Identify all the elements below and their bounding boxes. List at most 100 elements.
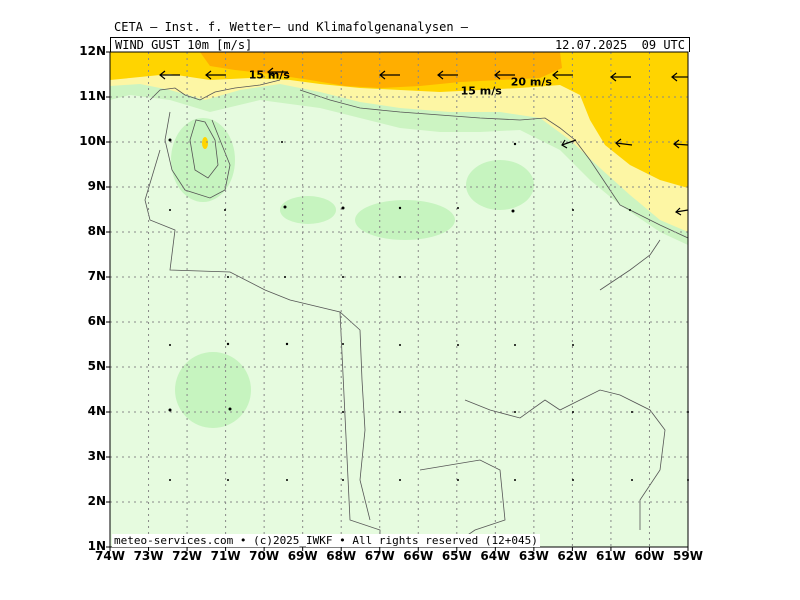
field-band-yellow <box>110 52 688 188</box>
wind-dot <box>342 276 344 278</box>
wind-dot <box>168 138 172 142</box>
y-tick-label: 8N <box>87 224 106 238</box>
contour-label: 15 m/s <box>461 84 503 97</box>
wind-dot <box>399 344 401 346</box>
x-tick-label: 67W <box>364 549 395 563</box>
wind-dot <box>457 207 459 209</box>
x-tick-label: 73W <box>133 549 164 563</box>
y-tick-label: 5N <box>87 359 106 373</box>
x-tick-label: 64W <box>480 549 511 563</box>
wind-dot <box>572 344 574 346</box>
wind-dot <box>342 411 344 413</box>
country-border <box>144 111 666 547</box>
wind-dot <box>572 411 574 413</box>
y-tick-label: 2N <box>87 494 106 508</box>
wind-arrow <box>673 139 689 149</box>
wind-arrow <box>561 139 577 149</box>
wind-dot <box>514 411 516 413</box>
wind-dot <box>687 411 689 413</box>
wind-arrow <box>159 70 180 80</box>
wind-dot <box>168 408 172 412</box>
header-title: CETA — Inst. f. Wetter— und Klimafolgena… <box>114 20 469 34</box>
wind-arrow <box>615 138 633 148</box>
wind-dot <box>572 209 574 211</box>
wind-dot <box>511 209 515 213</box>
wind-dots <box>168 138 689 481</box>
map-frame <box>109 51 689 548</box>
wind-dot <box>572 479 574 481</box>
y-tick-label: 6N <box>87 314 106 328</box>
x-tick-label: 65W <box>441 549 472 563</box>
contour-label: 20 m/s <box>511 75 553 88</box>
wind-arrow <box>379 70 400 80</box>
x-tick-label: 70W <box>249 549 280 563</box>
x-tick-label: 69W <box>287 549 318 563</box>
wind-dot <box>228 407 232 411</box>
y-tick-label: 10N <box>79 134 106 148</box>
wind-dot <box>629 209 631 211</box>
x-tick-label: 59W <box>673 549 703 563</box>
wind-dot <box>399 479 401 481</box>
coastline <box>149 79 688 239</box>
x-tick-label: 61W <box>595 549 626 563</box>
wind-dot <box>283 205 287 209</box>
wind-dot <box>457 479 459 481</box>
x-tick-label: 66W <box>403 549 434 563</box>
grid-lines <box>110 52 688 547</box>
wind-dot <box>399 276 401 278</box>
x-tick-label: 62W <box>557 549 588 563</box>
x-tick-label: 68W <box>326 549 357 563</box>
wind-arrow <box>267 67 288 77</box>
y-tick-label: 12N <box>79 44 106 58</box>
field-blob <box>466 160 534 210</box>
x-tick-label: 60W <box>634 549 665 563</box>
wind-arrow <box>675 207 689 216</box>
contour-label: 15 m/s <box>249 69 291 82</box>
wind-dot <box>687 479 689 481</box>
wind-arrow <box>610 72 631 82</box>
parameter-label: WIND_GUST_10m_[m/s] <box>115 38 253 52</box>
field-blob <box>175 352 251 428</box>
wind-dot <box>227 276 229 278</box>
wind-dot <box>513 142 517 146</box>
wind-arrows <box>159 67 689 216</box>
y-tick-label: 7N <box>87 269 106 283</box>
wind-dot <box>284 276 286 278</box>
wind-arrow <box>205 70 226 80</box>
wind-dot <box>224 209 226 211</box>
field-band-orange <box>200 52 562 88</box>
wind-dot <box>341 206 345 210</box>
tick-marks <box>106 51 689 551</box>
x-tick-label: 63W <box>518 549 549 563</box>
wind-dot <box>285 342 289 346</box>
wind-dot <box>169 479 171 481</box>
wind-dot <box>286 479 288 481</box>
valid-time: 12.07.2025 09 UTC <box>554 38 685 52</box>
wind-dot <box>342 479 344 481</box>
field-blob <box>355 200 455 240</box>
wind-dot <box>631 411 633 413</box>
wind-dot <box>169 344 171 346</box>
wind-arrow <box>494 70 515 80</box>
wind-dot <box>398 206 402 210</box>
y-tick-label: 9N <box>87 179 106 193</box>
wind-dot <box>399 411 401 413</box>
wind-dot <box>281 141 283 143</box>
wind-dot <box>514 344 516 346</box>
wind-dot <box>227 479 229 481</box>
x-tick-label: 72W <box>172 549 203 563</box>
wind-dot <box>631 479 633 481</box>
lake-maracaibo <box>189 119 219 179</box>
x-tick-label: 71W <box>210 549 241 563</box>
contour-labels: 15 m/s 20 m/s 15 m/s <box>249 69 553 98</box>
field-spot <box>202 137 208 149</box>
wind-dot <box>457 344 459 346</box>
x-tick-label: 74W <box>95 549 125 563</box>
y-tick-label: 4N <box>87 404 106 418</box>
wind-arrow <box>552 70 573 80</box>
wind-dot <box>226 342 230 346</box>
wind-arrow <box>671 72 688 82</box>
copyright-footer: meteo-services.com • (c)2025_IWKF • All … <box>112 534 540 547</box>
wind-dot <box>342 343 344 345</box>
